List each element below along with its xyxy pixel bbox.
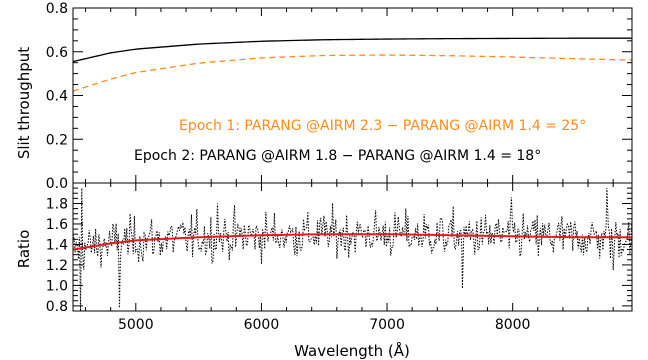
ratio-plot-frame [73,183,632,311]
x-tick-label: 6000 [244,317,280,333]
epoch-2-annotation: Epoch 2: PARANG @AIRM 1.8 − PARANG @AIRM… [134,148,541,164]
y-tick-label: 0.8 [46,1,68,17]
throughput-y-tick-labels: 0.0 0.2 0.4 0.6 0.8 [46,1,68,192]
dashed-series-line [73,55,632,91]
y-tick-label: 0.8 [46,299,68,315]
x-tick-label: 5000 [118,317,154,333]
y-tick-label: 0.0 [46,176,68,192]
y-tick-label: 1.4 [46,237,68,253]
ratio-panel: 0.8 1.0 1.2 1.4 1.6 1.8 5000 6000 7000 8000 Rati… [15,183,632,360]
epoch-1-annotation: Epoch 1: PARANG @AIRM 2.3 − PARANG @AIRM… [179,118,586,134]
y-tick-label: 1.6 [46,217,68,233]
y-tick-label: 1.8 [46,196,68,212]
y-tick-label: 0.4 [46,89,68,105]
y-tick-label: 0.6 [46,45,68,61]
y-tick-label: 1.0 [46,278,68,294]
throughput-y-axis-label: Slit throughput [15,47,33,159]
y-tick-label: 1.2 [46,258,68,274]
solid-series-line [73,38,632,61]
ratio-y-tick-labels: 0.8 1.0 1.2 1.4 1.6 1.8 [46,196,68,314]
smooth-fit-line [73,234,632,249]
throughput-panel: 0.0 0.2 0.4 0.6 0.8 Slit throughput Epoch 1:… [15,1,632,192]
dotted-series-line [73,188,632,311]
ratio-y-axis-label: Ratio [15,230,33,269]
throughput-series [73,38,632,91]
ratio-series [73,188,632,311]
x-axis-label: Wavelength (Å) [294,341,410,360]
x-tick-label: 7000 [369,317,405,333]
y-tick-label: 0.2 [46,132,68,148]
ratio-axis-ticks [73,183,632,311]
x-tick-label: 8000 [495,317,531,333]
ratio-x-tick-labels: 5000 6000 7000 8000 [118,317,530,333]
